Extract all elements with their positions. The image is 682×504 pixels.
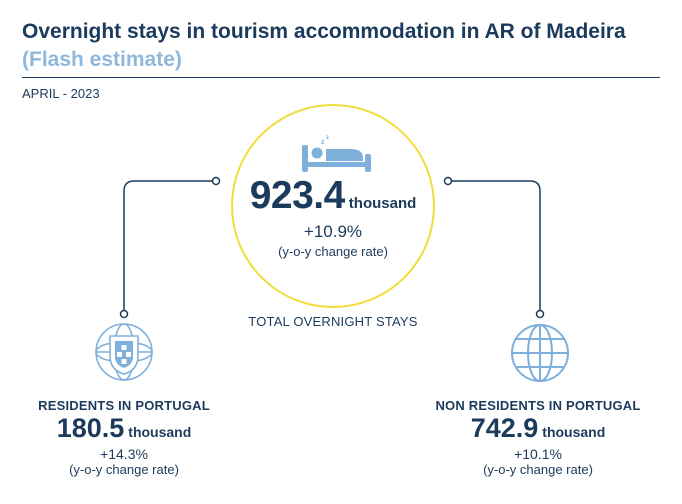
left-connector-dot-bottom [119,309,129,319]
period-label: APRIL - 2023 [22,86,100,101]
right-connector-dot-top [443,176,453,186]
non-residents-unit: thousand [542,424,606,440]
total-change-rate: +10.9% [303,222,363,241]
non-residents-change-note: (y-o-y change rate) [483,462,593,477]
right-connector-line [448,180,541,312]
residents-change-note: (y-o-y change rate) [69,462,179,477]
residents-stats: RESIDENTS IN PORTUGAL 180.5 thousand +14.… [0,398,254,477]
left-connector-dot-top [211,176,221,186]
left-connector-line [123,180,216,312]
globe-icon [511,324,569,382]
non-residents-value: 742.9 [470,413,539,443]
non-residents-label: NON RESIDENTS IN PORTUGAL [435,398,641,413]
non-residents-change-rate: +10.1% [514,446,562,462]
residents-change-rate: +14.3% [100,446,148,462]
bed-icon: z z [302,135,371,172]
total-value: 923.4 [249,174,346,217]
title-divider [22,77,660,78]
residents-value: 180.5 [56,413,125,443]
svg-text:z: z [326,135,329,141]
page-title: Overnight stays in tourism accommodation… [22,20,626,43]
non-residents-stats: NON RESIDENTS IN PORTUGAL 742.9 thousand … [408,398,668,477]
right-connector-dot-bottom [535,309,545,319]
total-label: TOTAL OVERNIGHT STAYS [248,314,418,329]
total-stats: 923.4 thousand +10.9% (y-o-y change rate) [232,174,434,259]
page-subtitle: (Flash estimate) [22,48,182,71]
total-change-note: (y-o-y change rate) [278,244,388,259]
residents-label: RESIDENTS IN PORTUGAL [38,398,210,413]
portugal-coat-of-arms-icon [95,323,153,381]
total-unit: thousand [348,195,417,212]
total-highlight-circle [231,104,435,308]
residents-unit: thousand [128,424,192,440]
svg-text:z: z [321,139,325,146]
